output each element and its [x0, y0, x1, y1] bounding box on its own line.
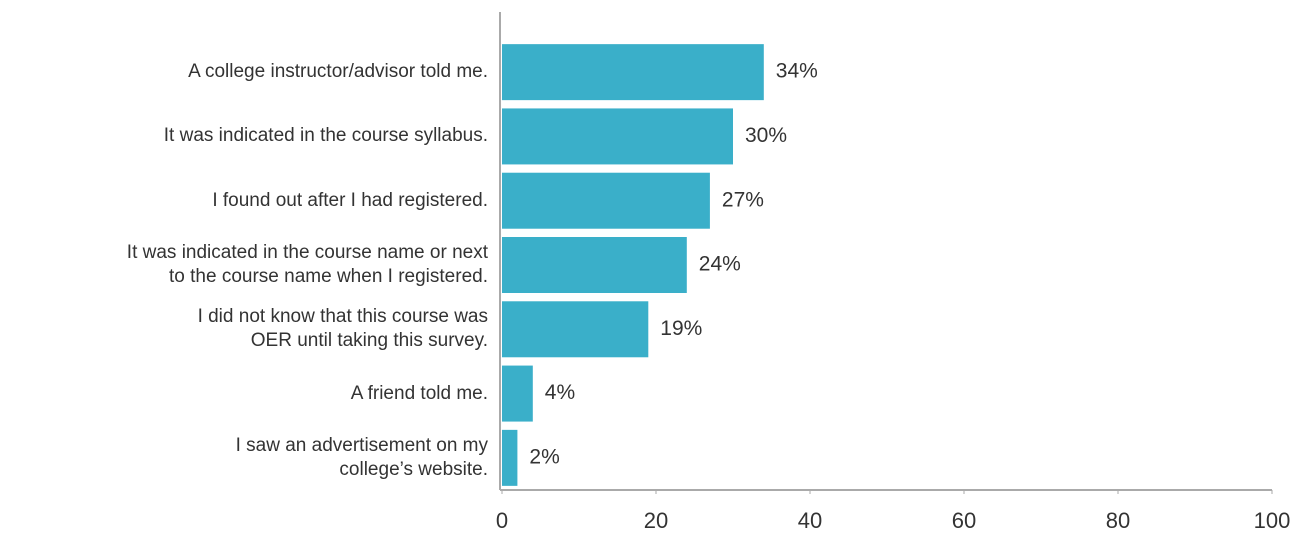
category-label: It was indicated in the course syllabus. — [163, 125, 488, 147]
x-tick-label: 0 — [496, 508, 508, 533]
x-tick-label: 20 — [644, 508, 668, 533]
category-label: I did not know that this course was OER … — [197, 306, 488, 352]
value-label: 27% — [722, 188, 764, 211]
bar — [502, 365, 533, 422]
category-label: I found out after I had registered. — [212, 189, 488, 211]
value-label: 2% — [529, 445, 559, 468]
value-label: 34% — [776, 60, 818, 83]
category-label: I saw an advertisement on my college’s w… — [235, 434, 488, 480]
bar — [502, 172, 710, 229]
x-tick-label: 80 — [1106, 508, 1130, 533]
bar — [502, 108, 733, 165]
bar — [502, 301, 649, 358]
category-label: It was indicated in the course name or n… — [126, 242, 488, 287]
bar — [502, 44, 764, 101]
category-label: A college instructor/advisor told me. — [188, 61, 488, 83]
bar — [502, 429, 518, 486]
value-label: 19% — [660, 317, 702, 340]
bar — [502, 237, 687, 293]
x-tick-label: 40 — [798, 508, 822, 533]
x-tick-label: 100 — [1254, 508, 1291, 533]
x-tick-label: 60 — [952, 508, 976, 533]
category-label: A friend told me. — [350, 382, 488, 404]
value-label: 24% — [699, 253, 741, 276]
value-label: 30% — [745, 124, 787, 147]
value-label: 4% — [545, 381, 575, 404]
